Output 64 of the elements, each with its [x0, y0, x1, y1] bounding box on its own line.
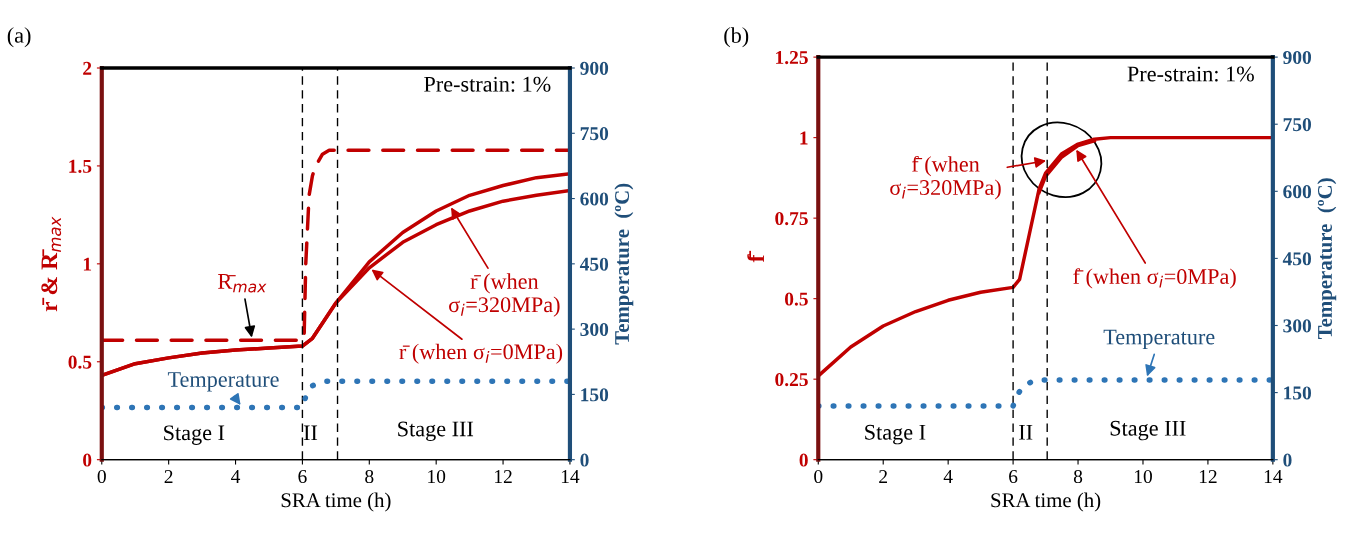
y2-tick-label: 150 [581, 388, 609, 402]
x-tick-label: 6 [1009, 470, 1018, 484]
annotation: r̄ (when σ$_{i}$=0MPa) [399, 343, 563, 364]
y-axis-title: r̄ & R̄$_{max}$ [41, 216, 62, 312]
y-tick-label: 0.5 [68, 355, 92, 369]
y2-tick-label: 750 [1283, 118, 1312, 132]
x-axis-title: SRA time (h) [281, 492, 391, 512]
annotation: f̄ (when σ$_{i}$=320MPa) [890, 155, 1001, 200]
x-tick-label: 8 [365, 469, 374, 484]
y-tick-label: 0 [83, 453, 92, 467]
y2-tick-label: 0 [1283, 453, 1292, 467]
x-tick-label: 0 [814, 469, 823, 484]
y2-tick-label: 900 [1283, 50, 1312, 65]
y2-tick-label: 0 [580, 453, 589, 467]
y2-tick-label: 600 [580, 192, 609, 206]
y-tick-label: 0.25 [775, 372, 808, 387]
x-tick-label: 2 [879, 470, 887, 483]
y-axis-title: f̄ [747, 250, 764, 263]
y2-axis-title: Temperature (ºC) [614, 183, 634, 345]
y-tick-label: 0 [799, 453, 808, 467]
y-tick-label: 0.75 [775, 211, 808, 226]
x-tick-label: 8 [1073, 469, 1083, 484]
x-tick-label: 14 [561, 470, 580, 483]
y-tick-label: 0.5 [784, 292, 808, 306]
x-tick-label: 14 [1264, 470, 1283, 483]
x-tick-label: 12 [1199, 470, 1217, 483]
annotation: Stage III [1110, 420, 1186, 441]
annotation: Stage I [865, 424, 926, 445]
x-tick-label: 4 [943, 470, 953, 483]
x-tick-label: 10 [1134, 469, 1152, 484]
annotation: Temperature [1103, 329, 1215, 349]
annotation: II [303, 425, 318, 441]
annotation: f̄ (when σ$_{i}$=0MPa) [1073, 268, 1236, 289]
y2-tick-label: 750 [580, 127, 609, 141]
y2-tick-label: 300 [1283, 319, 1312, 333]
x-tick-label: 4 [231, 470, 241, 483]
x-tick-label: 10 [428, 469, 446, 484]
annotation: Temperature [167, 372, 279, 392]
annotation: R̄$_{max}$ [218, 274, 267, 293]
y2-tick-label: 300 [580, 322, 609, 337]
annotation: r̄ (when σ$_{i}$=320MPa) [449, 273, 560, 317]
y2-tick-label: 900 [580, 61, 609, 75]
y-tick-label: 1 [800, 131, 808, 145]
y2-tick-label: 450 [579, 257, 609, 271]
x-tick-label: 6 [298, 470, 307, 484]
y-tick-label: 1 [83, 257, 92, 271]
annotation: Pre-strain: 1% [424, 76, 551, 92]
annotation: Pre-strain: 1% [1127, 66, 1254, 82]
y-tick-label: 1.5 [69, 159, 92, 173]
annotation: II [1019, 425, 1033, 440]
annotation: Stage III [398, 421, 474, 441]
y2-tick-label: 600 [1283, 185, 1312, 199]
y-tick-label: 1.25 [776, 50, 808, 65]
x-tick-label: 12 [495, 470, 512, 483]
chart-title: (b) [724, 27, 749, 48]
y2-tick-label: 450 [1282, 252, 1312, 266]
y2-axis-title: Temperature (ºC) [1317, 178, 1337, 340]
y-tick-label: 2 [83, 61, 92, 75]
x-tick-label: 2 [164, 470, 173, 483]
y2-tick-label: 150 [1284, 386, 1312, 400]
annotation: Stage I [164, 425, 225, 445]
x-tick-label: 0 [97, 469, 106, 484]
chart-title: (a) [7, 27, 31, 48]
x-axis-title: SRA time (h) [991, 492, 1101, 512]
